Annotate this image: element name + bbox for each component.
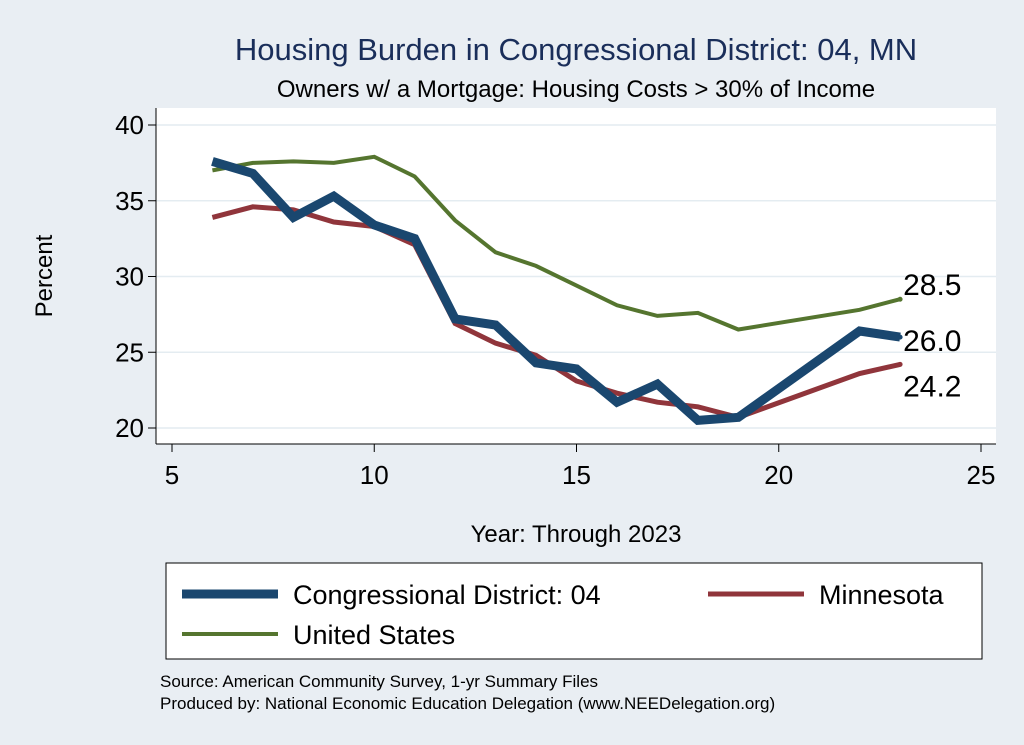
series-line-united-states (212, 154, 901, 332)
source-note: Source: American Community Survey, 1-yr … (160, 672, 598, 691)
y-tick-label-25: 25 (115, 337, 144, 367)
legend: Congressional District: 04 Minnesota Unite… (165, 562, 983, 660)
chart-title: Housing Burden in Congressional District… (235, 32, 917, 67)
chart-subtitle: Owners w/ a Mortgage: Housing Costs > 30… (277, 76, 875, 103)
x-tick-label-5: 5 (165, 460, 179, 490)
axes: 20 25 30 35 40 5 10 15 20 25 (115, 108, 996, 490)
x-axis-label: Year: Through 2023 (471, 521, 682, 548)
legend-label-united-states: United States (293, 620, 455, 650)
series-end-point-minnesota (897, 361, 903, 367)
legend-box (165, 562, 983, 660)
legend-label-minnesota: Minnesota (819, 580, 945, 610)
y-tick-label-40: 40 (115, 110, 144, 140)
x-tick-label-15: 15 (562, 460, 591, 490)
producer-note: Produced by: National Economic Education… (160, 694, 775, 713)
series-line-district (211, 157, 901, 426)
y-tick-label-35: 35 (115, 186, 144, 216)
end-labels: 26.0 24.2 28.5 (897, 269, 961, 403)
legend-label-district: Congressional District: 04 (293, 580, 601, 610)
series-lines (211, 154, 901, 426)
end-label-minnesota: 24.2 (903, 370, 961, 403)
grid-lines (156, 124, 996, 429)
y-tick-label-30: 30 (115, 262, 144, 292)
x-tick-label-25: 25 (967, 460, 996, 490)
legend-items: Congressional District: 04 Minnesota Unite… (182, 580, 945, 650)
end-label-united-states: 28.5 (903, 269, 961, 302)
series-end-point-united-states (897, 296, 903, 302)
end-label-district: 26.0 (903, 325, 961, 358)
y-tick-label-20: 20 (115, 413, 144, 443)
series-end-point-district (897, 334, 903, 340)
x-tick-label-20: 20 (764, 460, 793, 490)
x-tick-label-10: 10 (360, 460, 389, 490)
y-axis-label: Percent (31, 234, 58, 317)
